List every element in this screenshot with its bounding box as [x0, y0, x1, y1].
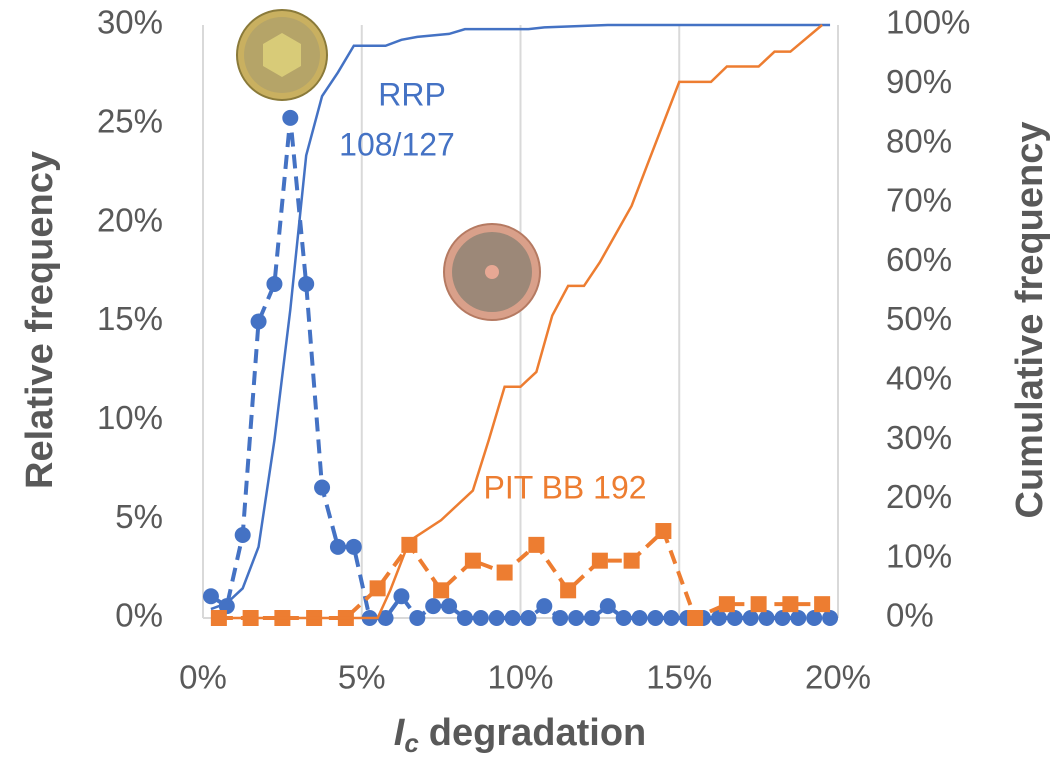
point: [456, 610, 473, 626]
point: [298, 275, 315, 292]
point: [520, 610, 537, 626]
point: [433, 582, 450, 599]
y2-tick-label: 0%: [886, 597, 934, 634]
point: [758, 610, 775, 626]
series-line: [218, 24, 823, 620]
point: [282, 109, 299, 126]
y-tick-label: 20%: [97, 201, 163, 238]
point: [623, 552, 640, 569]
x-tick-label: 20%: [805, 659, 871, 696]
point: [504, 610, 521, 626]
point: [488, 610, 505, 626]
x-axis-title: Ic degradation: [394, 712, 647, 758]
y2-tick-label: 30%: [886, 419, 952, 456]
y2-tick-label: 40%: [886, 360, 952, 397]
point: [726, 610, 743, 626]
y-axis-title: Relative frequency: [19, 151, 61, 489]
y2-axis-title: Cumulative frequency: [1009, 122, 1051, 519]
point: [464, 552, 481, 569]
y2-tick-label: 50%: [886, 300, 952, 337]
point: [599, 598, 616, 615]
y-tick-label: 5%: [115, 498, 163, 535]
point: [814, 596, 831, 613]
x-tick-label: 10%: [487, 659, 553, 696]
point: [496, 564, 513, 581]
y-tick-label: 15%: [97, 300, 163, 337]
point: [472, 610, 489, 626]
point: [583, 610, 600, 626]
point: [345, 538, 362, 555]
point: [822, 610, 839, 626]
annotation: RRP: [378, 76, 446, 112]
point: [401, 536, 418, 553]
x-title-text: degradation: [429, 712, 646, 754]
y-tick-label: 30%: [97, 4, 163, 41]
y2-tick-label: 90%: [886, 63, 952, 100]
point: [377, 610, 394, 626]
point: [615, 610, 632, 626]
point: [806, 610, 823, 626]
point: [742, 610, 759, 626]
point: [568, 610, 585, 626]
pit-icon: [443, 223, 541, 321]
point: [647, 610, 664, 626]
point: [441, 598, 458, 615]
point: [409, 610, 426, 626]
y2-tick-label: 80%: [886, 122, 952, 159]
point: [234, 526, 251, 543]
y-tick-label: 0%: [115, 597, 163, 634]
y-tick-label: 25%: [97, 103, 163, 140]
point: [687, 610, 704, 626]
x-tick-label: 0%: [179, 659, 227, 696]
x-tick-label: 5%: [338, 659, 386, 696]
point: [591, 552, 608, 569]
y2-tick-label: 10%: [886, 537, 952, 574]
point: [790, 610, 807, 626]
point: [718, 596, 735, 613]
point: [536, 598, 553, 615]
x-title-subscript: c: [404, 728, 419, 758]
point: [663, 610, 680, 626]
point: [369, 580, 386, 597]
annotation: PIT BB 192: [483, 469, 646, 505]
point: [552, 610, 569, 626]
y2-tick-label: 100%: [886, 4, 970, 41]
point: [202, 588, 219, 605]
point: [528, 536, 545, 553]
point: [774, 610, 791, 626]
y2-tick-label: 60%: [886, 241, 952, 278]
rrp-icon: [236, 9, 328, 101]
point: [425, 598, 442, 615]
point: [266, 275, 283, 292]
y2-tick-label: 20%: [886, 478, 952, 515]
point: [655, 523, 672, 540]
point: [710, 610, 727, 626]
point: [314, 479, 331, 496]
point: [329, 538, 346, 555]
y-tick-label: 10%: [97, 399, 163, 436]
point: [750, 596, 767, 613]
point: [631, 610, 648, 626]
annotation: 108/127: [339, 126, 455, 162]
x-tick-label: 15%: [646, 659, 712, 696]
point: [560, 582, 577, 599]
point: [393, 588, 410, 605]
plot: [202, 23, 839, 626]
point: [250, 313, 267, 330]
x-title-symbol: I: [394, 712, 406, 754]
y2-tick-label: 70%: [886, 182, 952, 219]
point: [782, 596, 799, 613]
series-line: [210, 23, 831, 611]
